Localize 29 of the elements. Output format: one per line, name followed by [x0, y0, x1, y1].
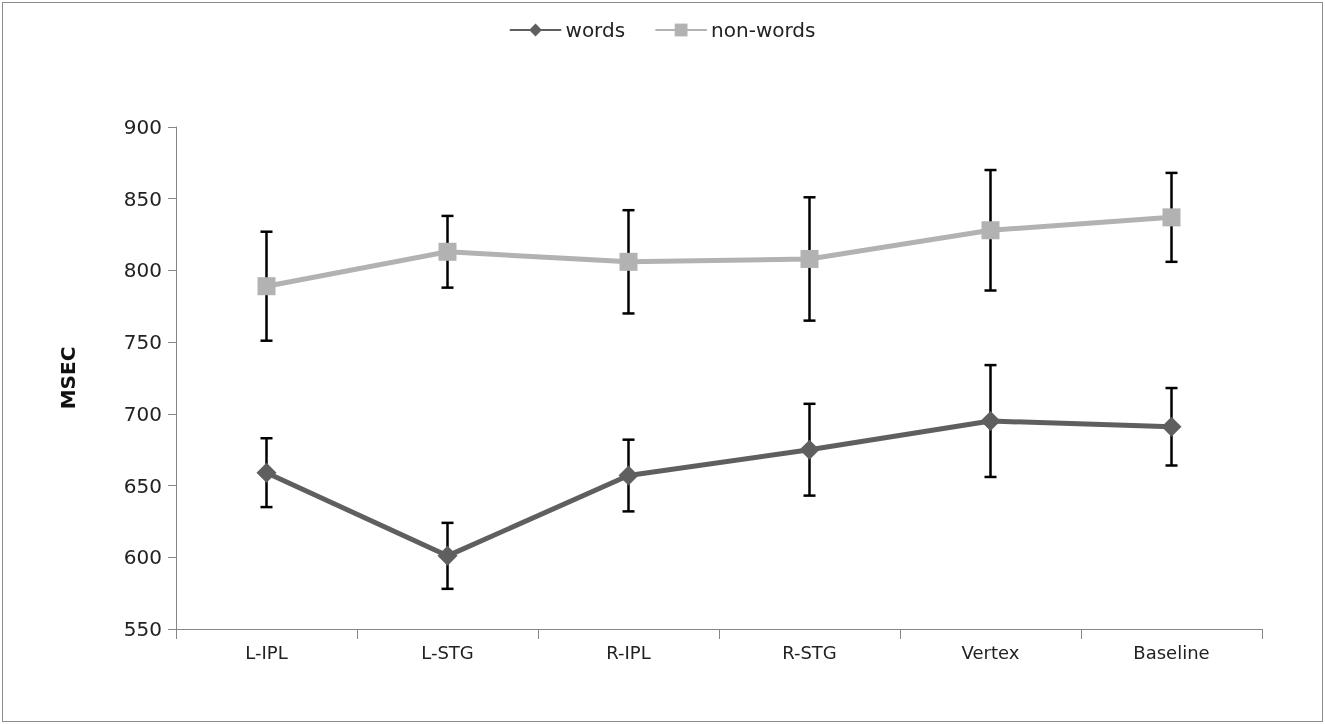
- x-tick-label: R-IPL: [606, 641, 651, 663]
- y-tick-label: 900: [123, 115, 162, 139]
- legend-label: words: [565, 18, 626, 42]
- y-tick-label: 600: [123, 545, 162, 570]
- point: [256, 462, 277, 483]
- point: [438, 242, 457, 261]
- point: [618, 465, 639, 486]
- point: [980, 411, 1001, 432]
- x-tick-label: Vertex: [961, 641, 1020, 663]
- y-tick-label: 750: [123, 330, 162, 355]
- y-tick-label: 850: [123, 186, 162, 211]
- x-tick-label: R-STG: [782, 641, 837, 663]
- x-tick-label: Baseline: [1133, 641, 1210, 663]
- point: [1161, 416, 1182, 437]
- point: [981, 221, 1000, 240]
- point: [800, 249, 819, 268]
- x-tick-label: L-STG: [421, 641, 474, 663]
- y-tick-label: 800: [123, 258, 162, 283]
- y-tick-label: 550: [123, 617, 162, 641]
- point: [257, 277, 276, 296]
- y-tick-label: 650: [123, 473, 162, 498]
- legend-label: non-words: [711, 18, 816, 42]
- y-axis-title: MSEC: [56, 346, 80, 410]
- point: [437, 545, 458, 566]
- point: [619, 252, 638, 271]
- point: [1162, 208, 1181, 227]
- y-tick-label: 700: [123, 401, 162, 426]
- x-tick-label: L-IPL: [245, 641, 288, 663]
- point: [799, 439, 820, 460]
